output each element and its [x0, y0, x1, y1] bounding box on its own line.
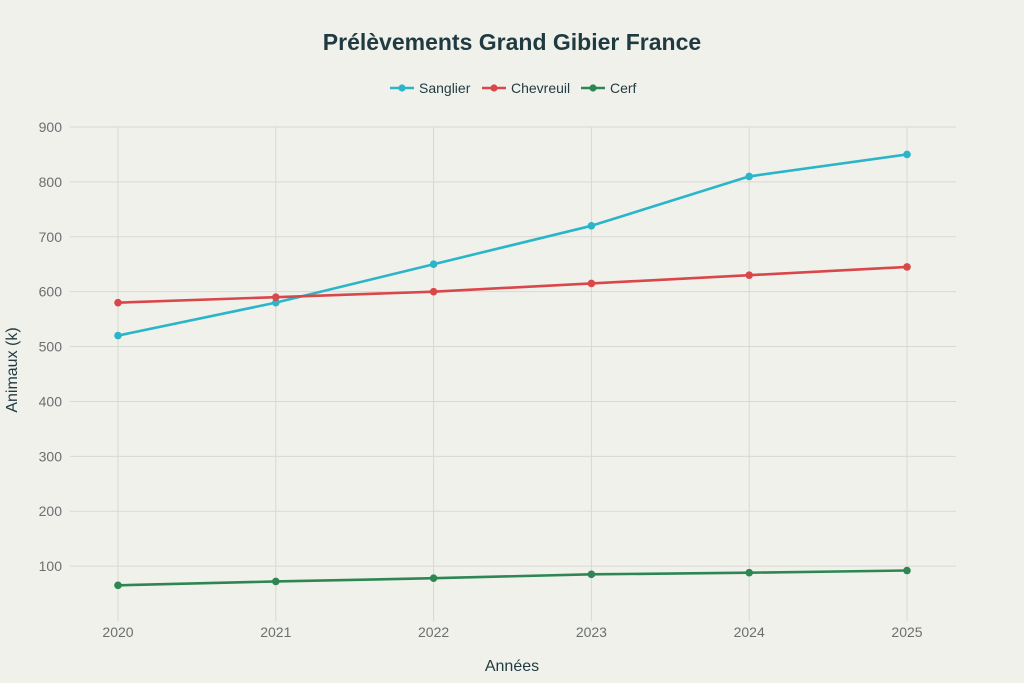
legend-label-cerf: Cerf [610, 80, 637, 96]
y-tick-label: 400 [39, 393, 63, 409]
y-tick-label: 700 [39, 229, 63, 245]
data-point-cerf [745, 568, 753, 577]
data-point-chevreuil [745, 271, 753, 280]
x-axis-ticks: 2020 2021 2022 2023 2024 2025 [102, 624, 922, 640]
series-line-cerf [117, 569, 908, 587]
legend-label-chevreuil: Chevreuil [511, 80, 570, 96]
data-point-sanglier [272, 298, 280, 307]
x-tick-label: 2022 [418, 624, 449, 640]
x-tick-label: 2025 [891, 624, 922, 640]
legend-label-sanglier: Sanglier [419, 80, 471, 96]
chart-title: Prélèvements Grand Gibier France [323, 29, 701, 55]
legend-marker-sanglier [398, 84, 406, 92]
y-tick-label: 900 [39, 119, 63, 135]
y-tick-label: 500 [39, 339, 63, 355]
data-point-chevreuil [272, 293, 280, 301]
y-tick-label: 200 [39, 503, 63, 519]
data-point-sanglier [745, 172, 753, 181]
data-point-sanglier [429, 260, 438, 269]
x-tick-label: 2023 [576, 624, 607, 640]
data-point-chevreuil [114, 298, 122, 307]
grid [70, 126, 956, 621]
y-tick-label: 600 [39, 284, 63, 300]
data-point-cerf [429, 574, 438, 582]
y-tick-label: 100 [39, 558, 63, 574]
legend: Sanglier Chevreuil Cerf [390, 80, 637, 96]
data-point-cerf [587, 570, 596, 579]
data-point-chevreuil [903, 263, 911, 271]
y-tick-label: 800 [39, 174, 63, 190]
x-axis-label: Années [485, 658, 539, 675]
data-point-cerf [114, 581, 122, 590]
y-axis-ticks: 100 200 300 400 500 600 700 800 900 [39, 119, 63, 574]
data-point-sanglier [903, 150, 911, 159]
data-point-cerf [272, 577, 280, 586]
data-point-chevreuil [429, 287, 438, 296]
series-line-sanglier [117, 153, 908, 337]
data-point-sanglier [114, 331, 122, 340]
series-group [114, 150, 911, 590]
data-point-sanglier [587, 222, 596, 230]
y-tick-label: 300 [39, 448, 63, 464]
legend-marker-chevreuil [490, 84, 498, 92]
y-axis-label: Animaux (k) [4, 327, 21, 412]
x-tick-label: 2024 [734, 624, 765, 640]
data-point-cerf [903, 566, 911, 575]
legend-marker-cerf [589, 84, 597, 92]
series-line-chevreuil [117, 265, 908, 304]
x-tick-label: 2020 [102, 624, 133, 640]
data-point-chevreuil [587, 279, 596, 288]
x-tick-label: 2021 [260, 624, 291, 640]
